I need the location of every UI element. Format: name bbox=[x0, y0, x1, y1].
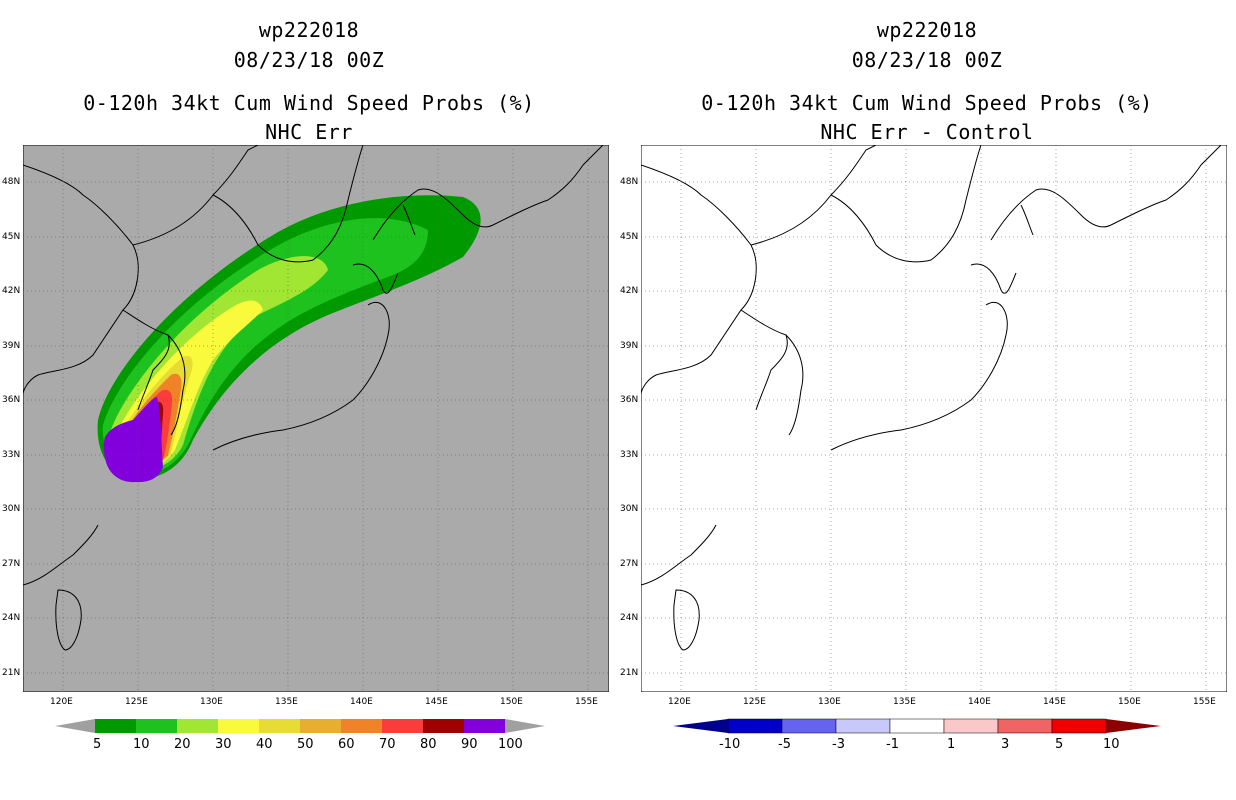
coastlines bbox=[641, 145, 1222, 651]
colorbar-label: 10 bbox=[133, 737, 150, 752]
datetime: 08/23/18 00Z bbox=[233, 48, 385, 72]
colorbar-swatch bbox=[136, 719, 177, 733]
product-title: 0-120h 34kt Cum Wind Speed Probs (%) bbox=[701, 91, 1153, 115]
colorbar-end bbox=[505, 719, 545, 733]
colorbar-label: 100 bbox=[498, 737, 523, 752]
lat-tick: 21N bbox=[2, 668, 21, 678]
lat-tick: 42N bbox=[2, 286, 21, 296]
lat-tick: 36N bbox=[620, 395, 639, 405]
lon-tick: 145E bbox=[1043, 697, 1066, 707]
colorbar-end bbox=[55, 719, 95, 733]
lon-tick: 125E bbox=[125, 697, 148, 707]
datetime: 08/23/18 00Z bbox=[851, 48, 1003, 72]
colorbar-label: 20 bbox=[174, 737, 191, 752]
lat-tick: 39N bbox=[620, 341, 639, 351]
lat-tick: 48N bbox=[2, 177, 21, 187]
colorbar-swatch bbox=[423, 719, 464, 733]
colorbar-swatch bbox=[1051, 718, 1107, 734]
lon-tick: 150E bbox=[500, 697, 523, 707]
colorbar-swatch bbox=[382, 719, 423, 733]
colorbar-label: -3 bbox=[832, 737, 845, 752]
probability-colorbar bbox=[55, 719, 545, 733]
colorbar-label: 5 bbox=[93, 737, 102, 752]
lat-tick: 30N bbox=[620, 504, 639, 514]
right-panel: wp222018 08/23/18 00Z 0-120h 34kt Cum Wi… bbox=[618, 0, 1236, 800]
colorbar-label: 40 bbox=[256, 737, 273, 752]
lat-tick: 24N bbox=[620, 613, 639, 623]
colorbar-label: 90 bbox=[461, 737, 478, 752]
graticule bbox=[23, 145, 609, 692]
left-panel: wp222018 08/23/18 00Z 0-120h 34kt Cum Wi… bbox=[2, 18, 609, 752]
lat-tick: 45N bbox=[2, 232, 21, 242]
product-title: 0-120h 34kt Cum Wind Speed Probs (%) bbox=[83, 91, 535, 115]
map-background bbox=[641, 145, 1227, 692]
colorbar-label: -10 bbox=[719, 737, 741, 752]
colorbar-label: 10 bbox=[1103, 737, 1120, 752]
colorbar-swatch bbox=[889, 718, 945, 734]
lat-tick: 42N bbox=[620, 286, 639, 296]
lon-tick: 120E bbox=[668, 697, 691, 707]
lat-tick: 27N bbox=[2, 559, 21, 569]
colorbar-swatch bbox=[943, 718, 999, 734]
lon-tick: 130E bbox=[818, 697, 841, 707]
lon-tick: 150E bbox=[1118, 697, 1141, 707]
colorbar-swatch bbox=[218, 719, 259, 733]
lat-tick: 33N bbox=[620, 450, 639, 460]
colorbar-swatch bbox=[835, 718, 891, 734]
colorbar-swatch bbox=[997, 718, 1053, 734]
lon-tick: 130E bbox=[200, 697, 223, 707]
lon-tick: 155E bbox=[575, 697, 598, 707]
colorbar-label: 3 bbox=[1001, 737, 1010, 752]
colorbar-label: 50 bbox=[297, 737, 314, 752]
lat-tick: 27N bbox=[620, 559, 639, 569]
colorbar-swatch bbox=[95, 719, 136, 733]
probability-map bbox=[23, 145, 609, 692]
storm-id: wp222018 bbox=[876, 18, 978, 42]
difference-map bbox=[641, 145, 1227, 692]
lon-tick: 135E bbox=[275, 697, 298, 707]
colorbar-swatch bbox=[177, 719, 218, 733]
lat-tick: 33N bbox=[2, 450, 21, 460]
lat-tick: 30N bbox=[2, 504, 21, 514]
colorbar-label: 1 bbox=[947, 737, 956, 752]
colorbar-swatch bbox=[341, 719, 382, 733]
coastlines bbox=[23, 145, 604, 651]
colorbar-swatch bbox=[464, 719, 505, 733]
lon-tick: 140E bbox=[968, 697, 991, 707]
lon-tick: 125E bbox=[743, 697, 766, 707]
colorbar-label: 60 bbox=[338, 737, 355, 752]
lon-tick: 140E bbox=[350, 697, 373, 707]
lon-tick: 145E bbox=[425, 697, 448, 707]
colorbar-label: 5 bbox=[1055, 737, 1064, 752]
lat-tick: 48N bbox=[620, 177, 639, 187]
colorbar-label: 80 bbox=[420, 737, 437, 752]
probability-swath bbox=[97, 195, 481, 483]
colorbar-swatch bbox=[727, 718, 783, 734]
colorbar-swatch bbox=[259, 719, 300, 733]
panel-subtitle: NHC Err - Control bbox=[820, 120, 1034, 144]
storm-id: wp222018 bbox=[258, 18, 360, 42]
lat-tick: 45N bbox=[620, 232, 639, 242]
lon-tick: 120E bbox=[50, 697, 73, 707]
lat-tick: 24N bbox=[2, 613, 21, 623]
colorbar-label: 70 bbox=[379, 737, 396, 752]
lat-tick: 21N bbox=[620, 668, 639, 678]
colorbar-swatch bbox=[300, 719, 341, 733]
lon-tick: 135E bbox=[893, 697, 916, 707]
graticule bbox=[641, 145, 1227, 692]
colorbar-swatch bbox=[781, 718, 837, 734]
colorbar-label: 30 bbox=[215, 737, 232, 752]
colorbar-end bbox=[1106, 719, 1161, 733]
lon-tick: 155E bbox=[1193, 697, 1216, 707]
colorbar-label: -5 bbox=[778, 737, 791, 752]
colorbar-label: -1 bbox=[886, 737, 899, 752]
difference-colorbar bbox=[673, 718, 1161, 734]
panel-subtitle: NHC Err bbox=[265, 120, 353, 144]
lat-tick: 39N bbox=[2, 341, 21, 351]
colorbar-end bbox=[673, 719, 728, 733]
lat-tick: 36N bbox=[2, 395, 21, 405]
